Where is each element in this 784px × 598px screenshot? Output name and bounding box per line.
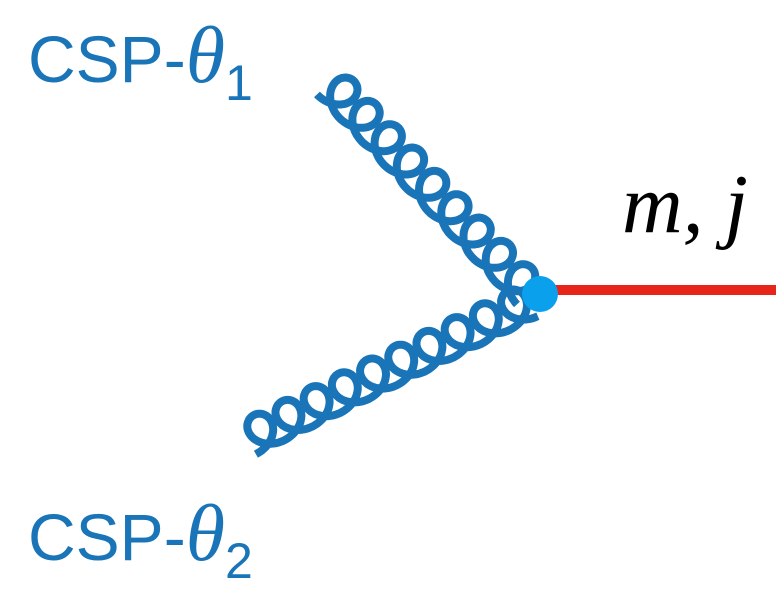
coil-bottom bbox=[247, 290, 538, 455]
diagram: CSP-θ1 CSP-θ2 m, j bbox=[0, 0, 784, 598]
symbol: θ bbox=[186, 12, 225, 100]
prefix: CSP- bbox=[28, 22, 186, 96]
label-outgoing: m, j bbox=[622, 158, 748, 251]
label-top: CSP-θ1 bbox=[28, 12, 253, 111]
prefix: CSP- bbox=[28, 500, 186, 574]
subscript: 1 bbox=[225, 55, 253, 111]
symbol: θ bbox=[186, 490, 225, 578]
vertex bbox=[522, 276, 558, 312]
coil-group bbox=[247, 78, 538, 455]
label-bottom: CSP-θ2 bbox=[28, 490, 253, 589]
coil-top bbox=[317, 78, 535, 305]
subscript: 2 bbox=[225, 533, 253, 589]
